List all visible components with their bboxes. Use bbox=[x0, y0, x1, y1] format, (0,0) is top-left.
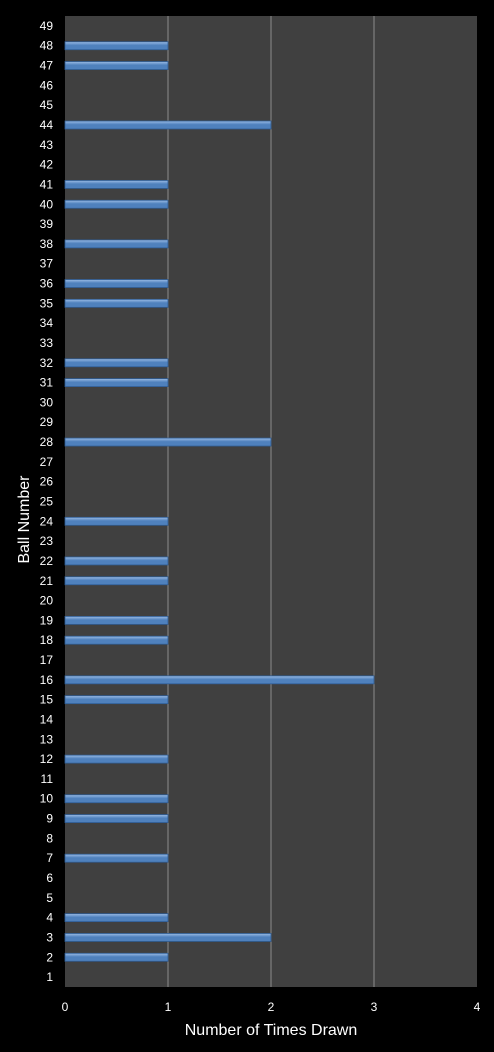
bars bbox=[64, 41, 375, 962]
y-tick-label: 5 bbox=[46, 891, 53, 905]
y-tick-label: 8 bbox=[46, 831, 53, 845]
y-tick-label: 47 bbox=[40, 59, 54, 73]
bar-ball-4 bbox=[64, 913, 169, 923]
y-tick-label: 35 bbox=[40, 296, 54, 310]
y-tick-label: 37 bbox=[40, 257, 54, 271]
y-tick-label: 15 bbox=[40, 693, 54, 707]
x-axis-title: Number of Times Drawn bbox=[185, 1022, 358, 1039]
y-tick-label: 13 bbox=[40, 732, 54, 746]
y-tick-label: 34 bbox=[40, 316, 54, 330]
x-tick-label: 3 bbox=[371, 1000, 378, 1014]
bar-ball-21 bbox=[64, 576, 169, 586]
bar-ball-40 bbox=[64, 199, 169, 209]
bar-ball-12 bbox=[64, 754, 169, 764]
y-tick-label: 44 bbox=[40, 118, 54, 132]
bar-ball-3 bbox=[64, 933, 272, 942]
y-tick-label: 10 bbox=[40, 792, 54, 806]
x-tick-label: 1 bbox=[165, 1000, 172, 1014]
bar-ball-24 bbox=[64, 516, 169, 526]
bar-ball-47 bbox=[64, 61, 169, 70]
bar-ball-9 bbox=[64, 814, 169, 823]
y-tick-label: 36 bbox=[40, 277, 54, 291]
y-tick-label: 43 bbox=[40, 138, 54, 152]
y-tick-label: 21 bbox=[40, 574, 54, 588]
bar-ball-36 bbox=[64, 279, 169, 288]
bar-ball-15 bbox=[64, 695, 169, 705]
y-tick-label: 48 bbox=[40, 39, 54, 53]
bar-ball-41 bbox=[64, 180, 169, 189]
y-tick-label: 22 bbox=[40, 554, 54, 568]
y-tick-label: 31 bbox=[40, 376, 54, 390]
y-tick-label: 9 bbox=[46, 812, 53, 826]
y-tick-label: 40 bbox=[40, 197, 54, 211]
y-tick-label: 17 bbox=[40, 653, 54, 667]
y-tick-label: 20 bbox=[40, 594, 54, 608]
y-tick-label: 4 bbox=[46, 911, 53, 925]
x-tick-label: 4 bbox=[474, 1000, 481, 1014]
bar-ball-48 bbox=[64, 41, 169, 51]
bar-ball-32 bbox=[64, 358, 169, 368]
bar-ball-10 bbox=[64, 794, 169, 804]
bar-ball-31 bbox=[64, 378, 169, 388]
y-tick-label: 16 bbox=[40, 673, 54, 687]
bar-ball-28 bbox=[64, 437, 272, 447]
y-tick-label: 18 bbox=[40, 633, 54, 647]
y-tick-label: 6 bbox=[46, 871, 53, 885]
bar-ball-35 bbox=[64, 298, 169, 308]
y-tick-label: 49 bbox=[40, 19, 54, 33]
y-tick-label: 25 bbox=[40, 495, 54, 509]
x-tick-labels: 0 1 2 3 4 bbox=[62, 1000, 481, 1014]
y-tick-label: 14 bbox=[40, 712, 54, 726]
y-tick-label: 32 bbox=[40, 356, 54, 370]
bar-ball-18 bbox=[64, 635, 169, 645]
y-tick-label: 27 bbox=[40, 455, 54, 469]
y-tick-label: 39 bbox=[40, 217, 54, 231]
y-tick-labels: 1234567891011121314151617181920212223242… bbox=[40, 19, 54, 984]
y-tick-label: 11 bbox=[41, 772, 54, 786]
y-tick-label: 46 bbox=[40, 78, 54, 92]
y-axis-title: Ball Number bbox=[16, 475, 33, 564]
y-tick-label: 28 bbox=[40, 435, 54, 449]
y-tick-label: 7 bbox=[46, 851, 53, 865]
y-tick-label: 24 bbox=[40, 514, 54, 528]
y-tick-label: 12 bbox=[40, 752, 54, 766]
y-tick-label: 19 bbox=[40, 613, 54, 627]
bar-ball-22 bbox=[64, 556, 169, 566]
y-tick-label: 3 bbox=[46, 930, 53, 944]
bar-ball-38 bbox=[64, 239, 169, 249]
y-tick-label: 42 bbox=[40, 158, 54, 172]
gridlines bbox=[167, 16, 375, 987]
y-tick-label: 26 bbox=[40, 475, 54, 489]
x-tick-label: 2 bbox=[268, 1000, 275, 1014]
y-tick-label: 45 bbox=[40, 98, 54, 112]
y-tick-label: 23 bbox=[40, 534, 54, 548]
y-tick-label: 30 bbox=[40, 395, 54, 409]
x-tick-label: 0 bbox=[62, 1000, 69, 1014]
bar-ball-7 bbox=[64, 853, 169, 863]
bar-ball-2 bbox=[64, 952, 169, 962]
y-tick-label: 38 bbox=[40, 237, 54, 251]
y-tick-label: 29 bbox=[40, 415, 54, 429]
y-tick-label: 2 bbox=[46, 950, 53, 964]
y-tick-label: 33 bbox=[40, 336, 54, 350]
bar-ball-16 bbox=[64, 675, 375, 685]
bar-ball-19 bbox=[64, 615, 169, 625]
y-tick-label: 1 bbox=[46, 970, 53, 984]
bar-ball-44 bbox=[64, 120, 272, 130]
y-tick-label: 41 bbox=[40, 177, 54, 191]
